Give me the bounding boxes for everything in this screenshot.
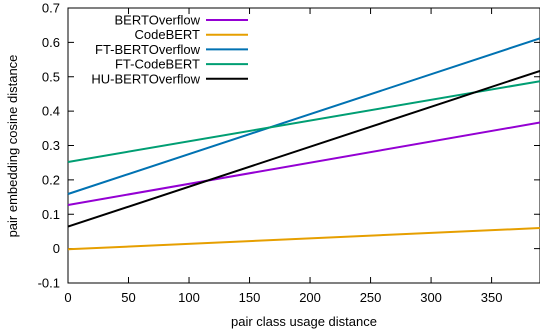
- y-tick-label: 0: [53, 241, 60, 256]
- y-tick-label: 0.3: [42, 138, 60, 153]
- y-axis-title: pair embedding cosine distance: [5, 55, 20, 238]
- y-axis-ticks: -0.1 0 0.1 0.2 0.3 0.4 0.5 0.6 0.7: [38, 1, 540, 291]
- y-tick-label: 0.6: [42, 35, 60, 50]
- y-tick-label: -0.1: [38, 276, 60, 291]
- legend-label-ft-codebert: FT-CodeBERT: [115, 57, 200, 72]
- series-line-ft-bertoverflow: [67, 37, 540, 195]
- legend-label-ft-bertoverflow: FT-BERTOverflow: [95, 42, 201, 57]
- legend-label-bertoverflow: BERTOverflow: [115, 13, 201, 28]
- series-lines: [67, 37, 540, 251]
- x-axis-title: pair class usage distance: [231, 314, 377, 329]
- x-axis-ticks: 0 50 100 150 200 250 300 350: [64, 8, 502, 305]
- legend-label-codebert: CodeBERT: [134, 27, 200, 42]
- series-line-ft-codebert: [67, 80, 540, 163]
- y-tick-label: 0.5: [42, 69, 60, 84]
- x-tick-label: 0: [64, 290, 71, 305]
- y-tick-label: 0.4: [42, 104, 60, 119]
- x-tick-label: 200: [299, 290, 321, 305]
- y-tick-label: 0.1: [42, 207, 60, 222]
- series-line-bertoverflow: [67, 121, 540, 206]
- y-tick-label: 0.2: [42, 172, 60, 187]
- legend: BERTOverflowCodeBERTFT-BERTOverflowFT-Co…: [91, 13, 248, 86]
- series-line-codebert: [67, 227, 540, 251]
- x-tick-label: 150: [239, 290, 261, 305]
- legend-label-hu-bertoverflow: HU-BERTOverflow: [91, 71, 200, 86]
- x-tick-label: 350: [481, 290, 503, 305]
- x-tick-label: 100: [178, 290, 200, 305]
- y-tick-label: 0.7: [42, 1, 60, 16]
- x-tick-label: 250: [360, 290, 382, 305]
- x-tick-label: 300: [420, 290, 442, 305]
- series-line-hu-bertoverflow: [67, 69, 540, 228]
- x-tick-label: 50: [121, 290, 135, 305]
